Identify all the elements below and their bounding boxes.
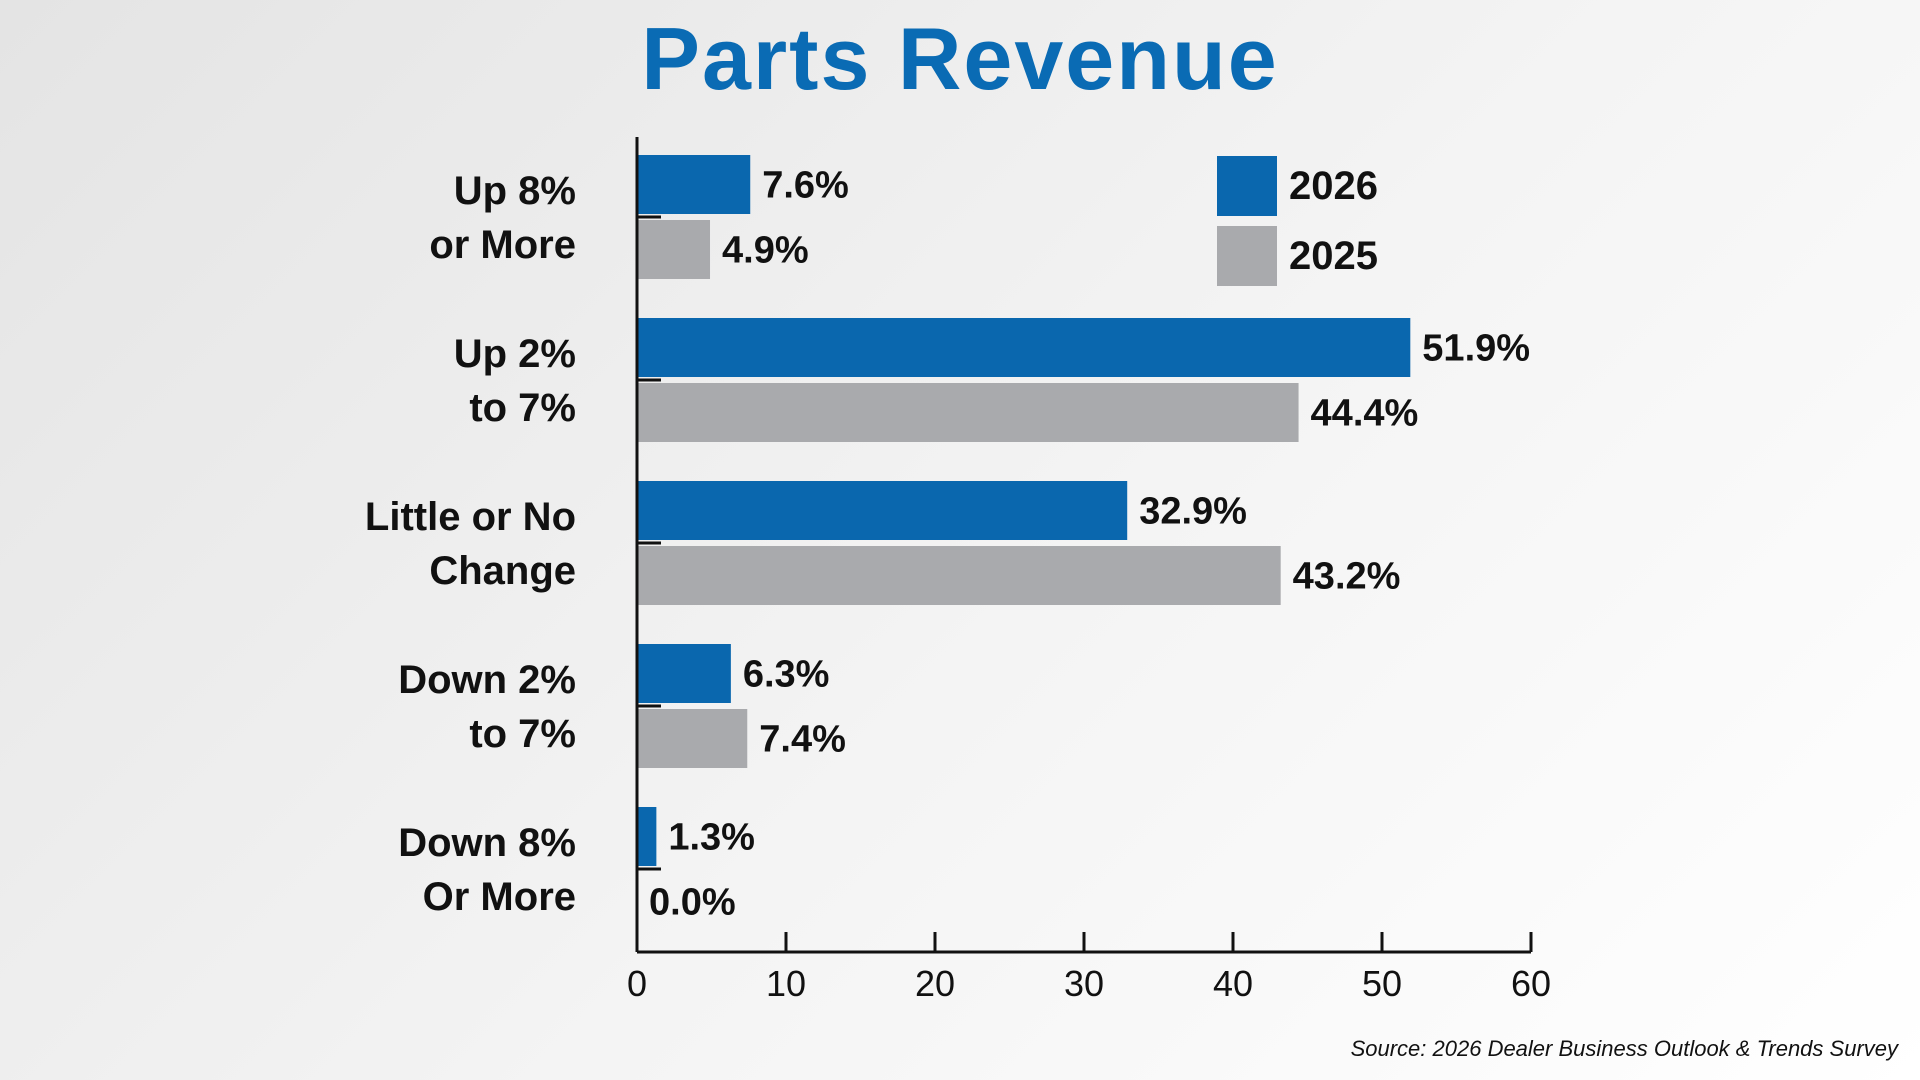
value-label-2026-1: 51.9% <box>1422 328 1530 370</box>
bar-2025-1 <box>637 383 1299 442</box>
x-tick-label-10: 10 <box>766 963 806 1004</box>
category-label-4-0: Down 8% <box>398 821 576 865</box>
x-tick-label-20: 20 <box>915 963 955 1004</box>
legend-swatch-2025 <box>1217 226 1277 286</box>
bar-2025-2 <box>637 546 1281 605</box>
x-tick-label-40: 40 <box>1213 963 1253 1004</box>
legend-label-2025: 2025 <box>1289 234 1378 278</box>
category-label-0-0: Up 8% <box>454 169 576 213</box>
x-tick-label-0: 0 <box>627 963 647 1004</box>
bar-2025-0 <box>637 220 711 279</box>
legend-label-2026: 2026 <box>1289 164 1378 208</box>
category-label-1-0: Up 2% <box>454 332 576 376</box>
value-label-2025-3: 7.4% <box>759 719 846 761</box>
category-label-1-1: to 7% <box>469 386 576 430</box>
category-label-0-1: or More <box>429 223 576 267</box>
legend-swatch-2026 <box>1217 156 1277 216</box>
bar-2026-4 <box>637 807 657 866</box>
category-label-2-0: Little or No <box>365 495 576 539</box>
bar-2026-3 <box>637 644 731 703</box>
bar-2025-3 <box>637 709 748 768</box>
x-tick-label-50: 50 <box>1362 963 1402 1004</box>
source-note: Source: 2026 Dealer Business Outlook & T… <box>1350 1036 1898 1061</box>
value-label-2026-0: 7.6% <box>762 165 849 207</box>
bar-2026-0 <box>637 155 751 214</box>
category-label-2-1: Change <box>429 549 576 593</box>
value-label-2026-4: 1.3% <box>668 817 755 859</box>
x-tick-label-60: 60 <box>1511 963 1551 1004</box>
value-label-2026-2: 32.9% <box>1139 491 1247 533</box>
value-label-2026-3: 6.3% <box>743 654 830 696</box>
category-label-3-1: to 7% <box>469 712 576 756</box>
value-label-2025-2: 43.2% <box>1293 556 1401 598</box>
chart-title: Parts Revenue <box>641 9 1279 108</box>
value-label-2025-4: 0.0% <box>649 882 736 924</box>
bar-2026-1 <box>637 318 1411 377</box>
x-tick-label-30: 30 <box>1064 963 1104 1004</box>
bar-2026-2 <box>637 481 1128 540</box>
value-label-2025-0: 4.9% <box>722 230 809 272</box>
value-label-2025-1: 44.4% <box>1311 393 1419 435</box>
category-label-4-1: Or More <box>423 875 576 919</box>
category-label-3-0: Down 2% <box>398 658 576 702</box>
